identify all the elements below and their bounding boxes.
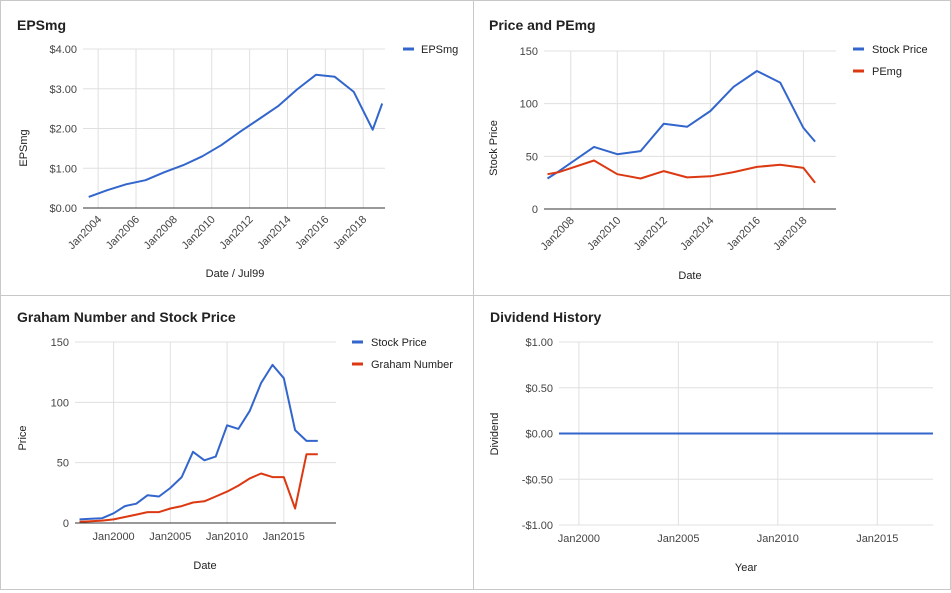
y-grid [83, 48, 385, 169]
chart-svg-dividend: Dividend History -$1.00 -$0.50 $0.00 $0.50 $… [489, 309, 933, 574]
x-tick-label: Jan2014 [255, 214, 293, 252]
y-tick-label: 150 [51, 337, 69, 349]
x-tick-label: Jan2010 [757, 533, 799, 545]
x-tick-label: Jan2000 [92, 531, 134, 543]
y-tick-label: $1.00 [525, 337, 553, 349]
y-axis-label: Dividend [489, 413, 501, 456]
y-grid [75, 341, 336, 464]
y-axis-label: Stock Price [488, 120, 500, 176]
y-grid [544, 50, 836, 157]
series-line-stock-price[interactable] [546, 70, 816, 180]
y-tick-labels: $0.00 $1.00 $2.00 $3.00 $4.00 [49, 44, 77, 215]
x-tick-label: Jan2016 [725, 215, 763, 253]
y-tick-label: $4.00 [49, 44, 77, 56]
x-tick-label: Jan2012 [217, 214, 255, 252]
legend-item[interactable]: EPSmg [403, 44, 458, 56]
legend: Stock Price PEmg [853, 44, 928, 78]
y-tick-label: $0.50 [525, 383, 553, 395]
y-tick-labels: 0 50 100 150 [51, 337, 69, 530]
y-tick-label: $0.00 [525, 429, 553, 441]
x-tick-label: Jan2015 [263, 531, 305, 543]
y-tick-label: 150 [520, 46, 538, 58]
x-grid [570, 51, 804, 209]
legend-item[interactable]: Stock Price [352, 337, 427, 349]
y-tick-label: 0 [532, 204, 538, 216]
y-tick-label: $0.00 [49, 203, 77, 215]
series-group [546, 70, 816, 184]
x-axis-label: Year [735, 562, 758, 574]
y-tick-labels: 0 50 100 150 [520, 46, 538, 216]
legend: EPSmg [403, 44, 458, 56]
chart-title: Price and PEmg [489, 17, 596, 33]
x-tick-label: Jan2010 [180, 214, 218, 252]
x-tick-label: Jan2010 [206, 531, 248, 543]
x-axis-label: Date / Jul99 [206, 268, 265, 280]
series-line-stock-price[interactable] [79, 363, 318, 521]
x-grid [113, 342, 285, 523]
x-tick-labels: Jan2004 Jan2006 Jan2008 Jan2010 Jan2012 Jan20… [66, 214, 369, 252]
x-tick-label: Jan2006 [104, 214, 142, 252]
x-tick-labels: Jan2008 Jan2010 Jan2012 Jan2014 Jan2016 Jan20… [539, 215, 810, 253]
chart-panel-graham: Graham Number and Stock Price 0 50 100 150 … [0, 295, 474, 590]
y-tick-label: 50 [526, 151, 538, 163]
legend-label-epsmg: EPSmg [421, 44, 458, 56]
y-axis-label: EPSmg [18, 129, 30, 166]
x-tick-label: Jan2008 [142, 214, 180, 252]
chart-svg-epsmg: EPSmg $0.00$1.00$2.00$3.00$4.00 Jan2004 J… [17, 17, 458, 280]
chart-title: Dividend History [490, 309, 601, 325]
chart-panel-dividend: Dividend History -$1.00 -$0.50 $0.00 $0.50 $… [473, 295, 951, 590]
series-line-graham-number[interactable] [79, 453, 318, 523]
x-tick-label: Jan2012 [632, 215, 670, 253]
chart-panel-epsmg: EPSmg $0.00 $1.00 $2.00 $3.00 $4.00 Jan2004 J… [0, 0, 474, 296]
x-tick-label: Jan2016 [293, 214, 331, 252]
x-tick-labels: Jan2000 Jan2005 Jan2010 Jan2015 [92, 531, 304, 543]
series-group [79, 363, 318, 523]
y-tick-label: -$1.00 [522, 520, 553, 532]
x-tick-label: Jan2008 [539, 215, 577, 253]
y-tick-labels: -$1.00 -$0.50 $0.00 $0.50 $1.00 [522, 337, 553, 532]
y-tick-label: $3.00 [49, 84, 77, 96]
x-tick-labels: Jan2000 Jan2005 Jan2010 Jan2015 [558, 533, 899, 545]
series-group [88, 73, 384, 198]
x-tick-label: Jan2014 [678, 215, 716, 253]
legend-item[interactable]: PEmg [853, 66, 902, 78]
legend-label-stock-price: Stock Price [371, 337, 427, 349]
legend: Stock Price Graham Number [352, 337, 453, 371]
chart-svg-graham: Graham Number and Stock Price 050100150 … [17, 309, 453, 572]
x-tick-label: Jan2005 [657, 533, 699, 545]
y-tick-label: 50 [57, 458, 69, 470]
x-axis-label: Date [193, 560, 216, 572]
legend-item[interactable]: Stock Price [853, 44, 928, 56]
x-tick-label: Jan2018 [771, 215, 809, 253]
legend-label-graham-number: Graham Number [371, 359, 453, 371]
x-tick-label: Jan2005 [149, 531, 191, 543]
y-tick-label: $2.00 [49, 124, 77, 136]
x-tick-label: Jan2010 [585, 215, 623, 253]
chart-title: Graham Number and Stock Price [17, 309, 236, 325]
legend-label-pemg: PEmg [872, 66, 902, 78]
x-axis-label: Date [678, 270, 701, 282]
y-tick-label: $1.00 [49, 163, 77, 175]
x-tick-label: Jan2004 [66, 214, 104, 252]
chart-panel-price-pemg: Price and PEmg 0 50 100 150 Jan2008 Jan2010 J… [473, 0, 951, 296]
legend-label-stock-price: Stock Price [872, 44, 928, 56]
x-tick-label: Jan2015 [856, 533, 898, 545]
series-line-pemg[interactable] [547, 159, 816, 184]
series-line-epsmg[interactable] [88, 73, 384, 198]
chart-title: EPSmg [17, 17, 66, 33]
y-tick-label: 100 [520, 99, 538, 111]
y-tick-label: -$0.50 [522, 474, 553, 486]
y-axis-label: Price [17, 425, 29, 450]
y-tick-label: 0 [63, 518, 69, 530]
x-tick-label: Jan2000 [558, 533, 600, 545]
x-tick-label: Jan2018 [331, 214, 369, 252]
legend-item[interactable]: Graham Number [352, 359, 453, 371]
y-tick-label: 100 [51, 397, 69, 409]
